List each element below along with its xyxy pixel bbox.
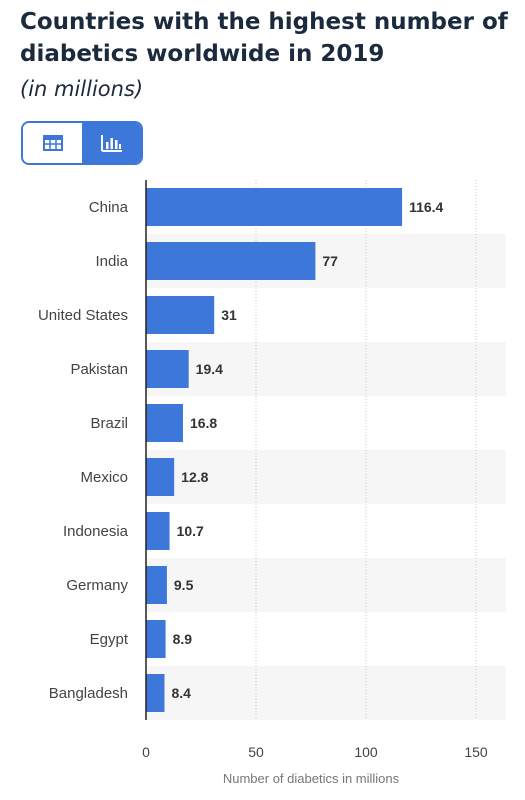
bar: [146, 620, 166, 658]
category-label: Germany: [66, 577, 128, 594]
chart-view-button[interactable]: [82, 123, 141, 163]
bar: [146, 188, 403, 226]
value-label: 9.5: [174, 577, 194, 593]
category-label: Bangladesh: [49, 685, 128, 702]
category-label: Brazil: [90, 415, 128, 432]
bar: [146, 566, 167, 604]
x-tick-label: 100: [354, 744, 378, 760]
value-label: 8.9: [173, 631, 193, 647]
category-label: Egypt: [90, 631, 129, 648]
category-label: India: [95, 253, 128, 270]
bar: [146, 674, 165, 712]
value-label: 116.4: [409, 199, 443, 215]
x-tick-label: 0: [142, 744, 150, 760]
category-label: United States: [38, 307, 128, 324]
category-label: Mexico: [80, 469, 128, 486]
x-axis-title: Number of diabetics in millions: [223, 771, 400, 786]
table-view-button[interactable]: [23, 123, 82, 163]
bar: [146, 512, 170, 550]
row-stripe: [146, 558, 506, 612]
value-label: 8.4: [171, 685, 191, 701]
bar: [146, 350, 189, 388]
x-tick-label: 150: [464, 744, 488, 760]
value-label: 31: [221, 307, 237, 323]
row-stripe: [146, 342, 506, 396]
view-toggle: [21, 121, 143, 165]
bar: [146, 404, 183, 442]
row-stripe: [146, 450, 506, 504]
value-label: 12.8: [181, 469, 208, 485]
category-label: Pakistan: [70, 361, 128, 378]
value-label: 77: [322, 253, 338, 269]
table-icon: [42, 135, 63, 151]
category-label: China: [89, 199, 129, 216]
bar-chart-icon: [100, 135, 122, 152]
row-stripe: [146, 666, 506, 720]
x-tick-label: 50: [248, 744, 264, 760]
value-label: 16.8: [190, 415, 217, 431]
chart-subtitle: (in millions): [20, 77, 144, 101]
bar-chart: China 116.4 India 77 United States 31 Pakistan…: [38, 180, 506, 786]
bar: [146, 296, 215, 334]
category-label: Indonesia: [63, 523, 129, 540]
chart-title: Countries with the highest number of dia…: [20, 9, 508, 67]
value-label: 10.7: [177, 523, 204, 539]
bar: [146, 458, 175, 496]
bar: [146, 242, 316, 280]
value-label: 19.4: [196, 361, 223, 377]
